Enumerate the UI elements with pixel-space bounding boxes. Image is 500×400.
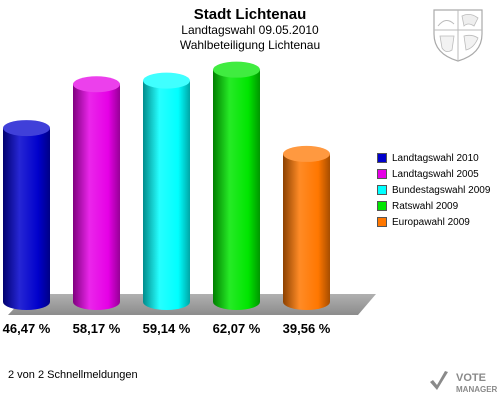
legend-label: Ratswahl 2009	[392, 200, 459, 212]
bar-top	[3, 120, 50, 137]
bar-value-label: 46,47 %	[3, 321, 51, 336]
legend-item: Ratswahl 2009	[377, 198, 490, 214]
legend-label: Europawahl 2009	[392, 216, 470, 228]
bar-body	[3, 128, 50, 310]
chart-subtitle: Landtagswahl 09.05.2010	[181, 23, 319, 37]
bar-top	[73, 76, 120, 93]
legend-swatch	[377, 185, 387, 195]
legend-swatch	[377, 201, 387, 211]
bar-body	[143, 80, 190, 310]
checkmark-icon	[430, 371, 448, 390]
legend-label: Landtagswahl 2010	[392, 152, 479, 164]
vote-manager-logo: VOTE MANAGER	[430, 371, 498, 394]
legend-swatch	[377, 169, 387, 179]
chart-legend: Landtagswahl 2010 Landtagswahl 2005 Bundes…	[377, 150, 490, 230]
legend-item: Landtagswahl 2010	[377, 150, 490, 166]
bar-value-label: 39,56 %	[283, 321, 331, 336]
bar-body	[213, 69, 260, 311]
bar-2	[73, 76, 120, 310]
bar-value-label: 58,17 %	[73, 321, 121, 336]
footer-text: 2 von 2 Schnellmeldungen	[8, 369, 138, 381]
logo-line-2: MANAGER	[456, 385, 498, 394]
bar-body	[283, 153, 330, 310]
legend-label: Bundestagswahl 2009	[392, 184, 491, 196]
bar-top	[283, 145, 330, 162]
legend-swatch	[377, 217, 387, 227]
legend-item: Landtagswahl 2005	[377, 166, 490, 182]
legend-swatch	[377, 153, 387, 163]
legend-item: Europawahl 2009	[377, 214, 490, 230]
chart-title: Stadt Lichtenau	[193, 6, 307, 23]
coat-of-arms-icon	[433, 9, 483, 62]
bar-4	[213, 61, 260, 311]
legend-item: Bundestagswahl 2009	[377, 182, 490, 198]
bar-1	[3, 120, 50, 310]
bar-top	[213, 61, 260, 78]
bar-top	[143, 72, 190, 89]
bar-value-label: 59,14 %	[143, 321, 191, 336]
bar-3	[143, 72, 190, 310]
logo-line-1: VOTE	[456, 372, 486, 384]
chart-subtitle-2: Wahlbeteiligung Lichtenau	[179, 38, 321, 52]
legend-label: Landtagswahl 2005	[392, 168, 479, 180]
bar-5	[283, 145, 330, 310]
bar-value-label: 62,07 %	[213, 321, 261, 336]
bar-body	[73, 84, 120, 310]
